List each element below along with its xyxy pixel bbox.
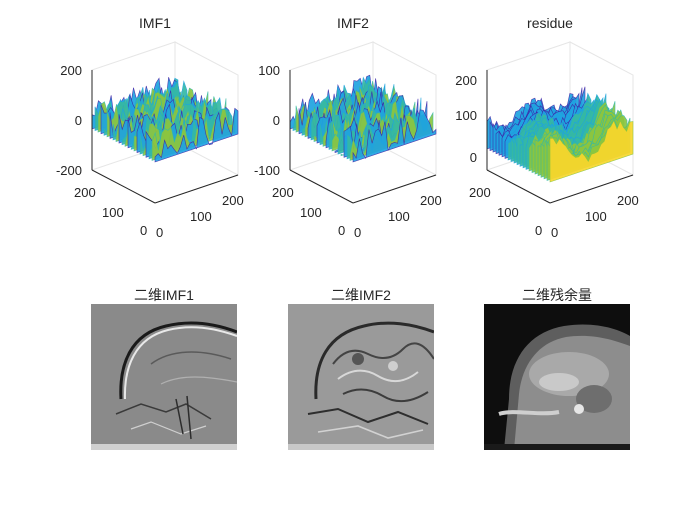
image-imf1 [91, 304, 237, 450]
y-axis-line [91, 169, 156, 204]
plot-title: residue [527, 15, 573, 31]
y-tick-label: 0 [535, 223, 543, 238]
y-tick-label: 200 [74, 185, 96, 200]
x-tick-label: 200 [617, 193, 639, 208]
plot-title: IMF2 [337, 15, 369, 31]
y-tick-label: 200 [469, 185, 491, 200]
x-tick-label: 100 [190, 209, 212, 224]
y-tick-label: 100 [300, 205, 322, 220]
grayscale-image [91, 304, 237, 450]
image-residue [484, 304, 630, 450]
y-tick-label: 100 [102, 205, 124, 220]
surface-chart [289, 41, 437, 204]
surface-chart [486, 41, 634, 204]
z-tick-label: 200 [60, 63, 82, 78]
x-tick-label: 100 [585, 209, 607, 224]
grayscale-image [484, 304, 630, 450]
x-tick-label: 100 [388, 209, 410, 224]
y-axis-line [486, 169, 551, 204]
x-tick-label: 0 [354, 225, 362, 240]
x-tick-label: 200 [420, 193, 442, 208]
surface-plot-residue: residue 200 100 0 200 100 0 0 100 200 [455, 15, 645, 245]
x-axis-line [549, 174, 634, 204]
surface-chart [91, 41, 239, 204]
x-axis-line [352, 174, 437, 204]
image-title-residue: 二维残余量 [522, 287, 592, 303]
grayscale-image [288, 304, 434, 450]
surface-strip [154, 107, 239, 163]
plot-title: IMF1 [139, 15, 171, 31]
y-tick-label: 0 [338, 223, 346, 238]
z-tick-label: 100 [258, 63, 280, 78]
surface-strip [549, 119, 634, 183]
y-tick-label: 200 [272, 185, 294, 200]
x-tick-label: 200 [222, 193, 244, 208]
y-axis-line [289, 169, 354, 204]
x-axis-line [154, 174, 239, 204]
z-tick-label: 200 [455, 73, 477, 88]
z-tick-label: 0 [272, 113, 280, 128]
z-tick-label: -200 [55, 163, 82, 178]
surface-strip [352, 109, 437, 163]
image-imf2 [288, 304, 434, 450]
y-tick-label: 100 [497, 205, 519, 220]
z-tick-label: -100 [253, 163, 280, 178]
image-title-imf1: 二维IMF1 [134, 287, 194, 303]
image-title-imf2: 二维IMF2 [331, 287, 391, 303]
z-tick-label: 0 [74, 113, 82, 128]
z-tick-label: 0 [469, 150, 477, 165]
x-tick-label: 0 [156, 225, 164, 240]
surface-plot-imf1: IMF1 200 0 -200 200 100 0 0 100 200 [56, 15, 250, 245]
z-tick-label: 100 [455, 108, 477, 123]
surface-plot-imf2: IMF2 100 0 -100 200 100 0 0 100 200 [254, 15, 448, 245]
x-tick-label: 0 [551, 225, 559, 240]
y-tick-label: 0 [140, 223, 148, 238]
